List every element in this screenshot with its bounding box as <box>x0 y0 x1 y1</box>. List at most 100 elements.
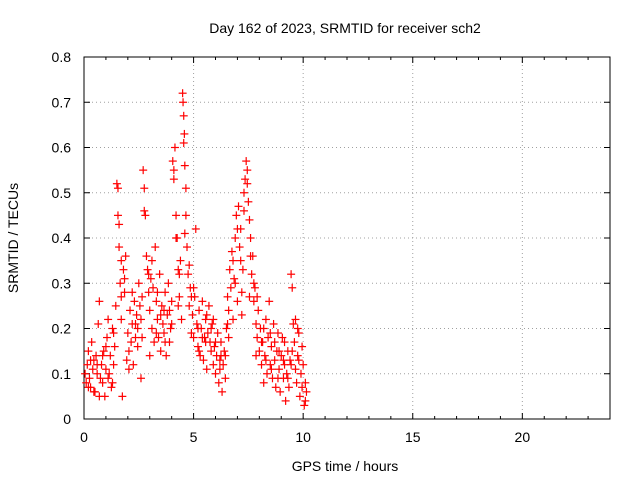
data-point <box>116 279 125 288</box>
data-point <box>169 166 178 175</box>
data-point <box>288 283 297 292</box>
data-point <box>237 310 246 319</box>
data-point <box>181 211 190 220</box>
data-point <box>195 306 204 315</box>
data-point <box>120 288 129 297</box>
data-point <box>129 360 138 369</box>
data-point <box>179 111 188 120</box>
data-point <box>154 333 163 342</box>
data-point <box>82 378 91 387</box>
data-point <box>93 360 102 369</box>
data-point <box>247 270 256 279</box>
data-point <box>107 383 116 392</box>
data-point <box>220 347 229 356</box>
data-point <box>180 229 189 238</box>
x-tick-label: 20 <box>515 429 531 445</box>
data-point <box>157 301 166 310</box>
data-point <box>174 301 183 310</box>
data-point <box>293 351 302 360</box>
data-point <box>287 360 296 369</box>
data-point <box>229 315 238 324</box>
data-point <box>126 306 135 315</box>
data-point <box>108 324 117 333</box>
data-point <box>81 369 90 378</box>
data-point <box>244 197 253 206</box>
data-point <box>219 360 228 369</box>
data-point <box>301 378 310 387</box>
data-point <box>109 360 118 369</box>
data-point <box>140 184 149 193</box>
data-point <box>298 342 307 351</box>
data-point <box>273 329 282 338</box>
data-point <box>174 265 183 274</box>
data-point <box>122 356 131 365</box>
data-point <box>161 288 170 297</box>
data-point <box>177 315 186 324</box>
data-point <box>291 315 300 324</box>
data-point <box>271 383 280 392</box>
data-point <box>101 365 110 374</box>
data-point <box>179 98 188 107</box>
data-point <box>117 256 126 265</box>
data-point <box>222 324 231 333</box>
data-point <box>259 324 268 333</box>
data-point <box>246 234 255 242</box>
data-point <box>119 265 128 274</box>
data-point <box>216 351 225 360</box>
data-point <box>156 347 165 356</box>
data-point <box>257 360 266 369</box>
data-point <box>281 396 290 405</box>
data-point <box>188 310 197 319</box>
data-point <box>255 347 264 356</box>
data-point <box>175 292 184 301</box>
data-point <box>115 243 124 252</box>
data-point <box>106 351 115 360</box>
data-point <box>153 288 162 297</box>
data-point <box>301 396 310 405</box>
data-point <box>270 338 279 347</box>
data-point <box>253 333 262 342</box>
data-point <box>93 369 102 378</box>
data-point <box>117 292 126 301</box>
data-point <box>149 283 158 292</box>
data-point <box>236 256 245 265</box>
data-point <box>94 319 103 328</box>
data-point <box>231 234 240 242</box>
plot-frame <box>83 56 611 420</box>
data-point <box>243 166 252 175</box>
data-point <box>192 319 201 328</box>
data-point <box>275 347 284 356</box>
data-point <box>235 243 244 252</box>
data-point <box>179 138 188 147</box>
data-point <box>257 338 266 347</box>
data-point <box>252 351 261 360</box>
data-point <box>263 369 272 378</box>
data-point <box>276 387 285 396</box>
data-point <box>128 288 137 297</box>
data-point <box>88 365 97 374</box>
data-point <box>136 374 145 383</box>
data-point <box>227 247 236 256</box>
data-point <box>279 356 288 365</box>
data-point <box>253 292 262 301</box>
data-point <box>201 338 210 347</box>
data-point <box>267 365 276 374</box>
data-point <box>293 324 302 333</box>
data-point <box>214 378 223 387</box>
data-point <box>135 301 144 310</box>
data-point <box>142 252 151 261</box>
data-point <box>150 338 159 347</box>
data-point <box>156 310 165 319</box>
data-point <box>147 324 156 333</box>
data-point <box>234 202 243 211</box>
data-point <box>218 387 227 396</box>
data-point <box>249 279 258 288</box>
data-point <box>185 301 194 310</box>
data-point <box>295 392 304 401</box>
data-point <box>202 365 211 374</box>
y-tick-label: 0.1 <box>52 366 72 382</box>
data-point <box>264 333 273 342</box>
y-tick-label: 0.6 <box>52 140 72 156</box>
data-point <box>296 369 305 378</box>
x-axis-label: GPS time / hours <box>292 458 399 474</box>
